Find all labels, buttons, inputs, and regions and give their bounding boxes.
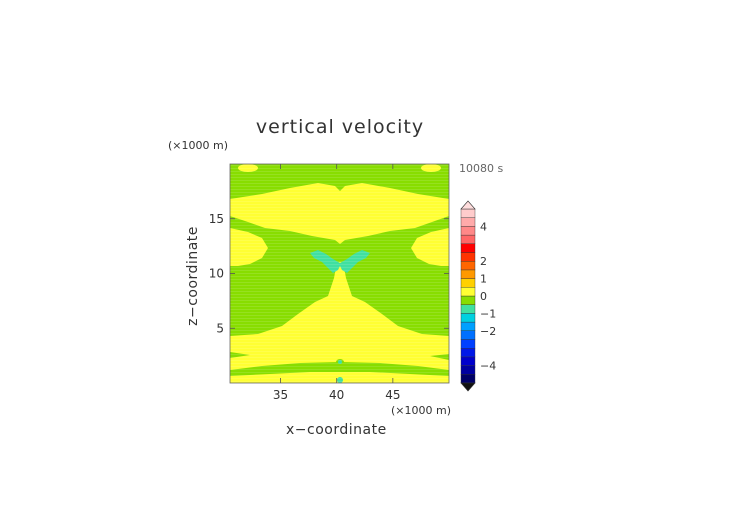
colorbar-tick-label: −1 xyxy=(480,307,496,320)
field-region-upper-band xyxy=(230,183,449,244)
x-axis-unit: (×1000 m) xyxy=(391,404,452,417)
y-axis-unit: (×1000 m) xyxy=(168,139,229,152)
colorbar: 4 2 1 0 −1 −2 −4 xyxy=(460,200,496,392)
field-region-lower-band xyxy=(230,362,449,376)
colorbar-swatch xyxy=(460,374,476,384)
field-near-zero-regions xyxy=(230,359,449,376)
colorbar-swatch xyxy=(460,339,476,349)
colorbar-swatch xyxy=(460,313,476,323)
colorbar-swatch xyxy=(460,295,476,305)
colorbar-swatch xyxy=(460,261,476,271)
field-scanlines xyxy=(230,165,449,382)
x-tick-label: 35 xyxy=(273,388,288,402)
colorbar-swatch xyxy=(460,252,476,262)
x-tick-label: 45 xyxy=(385,388,400,402)
colorbar-tick-label: 2 xyxy=(480,255,487,268)
colorbar-tick-label: 0 xyxy=(480,290,487,303)
colorbar-extend-min xyxy=(460,382,476,392)
x-axis-label: x−coordinate xyxy=(286,422,387,438)
field-region-left-lobe xyxy=(230,228,268,266)
colorbar-swatch xyxy=(460,208,476,218)
colorbar-swatch xyxy=(460,226,476,236)
chart-title: vertical velocity xyxy=(255,116,425,138)
colorbar-swatch xyxy=(460,348,476,358)
x-tick-label: 40 xyxy=(329,388,344,402)
colorbar-swatch xyxy=(460,269,476,279)
field-negative-regions xyxy=(310,250,370,383)
y-axis-ticks: 5 10 15 xyxy=(209,212,449,335)
colorbar-tick-label: 1 xyxy=(480,273,487,286)
colorbar-extend-max xyxy=(460,200,476,210)
field-positive-regions xyxy=(230,164,449,383)
colorbar-swatch xyxy=(460,330,476,340)
field-region-surface-spot xyxy=(337,377,343,383)
field-region-top-right-spot xyxy=(421,164,441,172)
x-axis-ticks: 35 40 45 xyxy=(273,164,400,402)
colorbar-swatch xyxy=(460,243,476,253)
colorbar-swatch xyxy=(460,356,476,366)
colorbar-tick-label: −2 xyxy=(480,325,496,338)
y-tick-label: 5 xyxy=(216,321,224,335)
field-region-lower xyxy=(230,262,449,383)
colorbar-swatch xyxy=(460,321,476,332)
field-region-mid-spot xyxy=(338,360,342,364)
contour-field xyxy=(230,164,449,383)
field-region-downdraft xyxy=(310,250,370,273)
colorbar-swatch xyxy=(460,234,476,245)
colorbar-swatch xyxy=(460,217,476,227)
field-region-right-lobe xyxy=(411,228,449,266)
colorbar-swatch xyxy=(460,287,476,297)
field-region-top-left-spot xyxy=(238,164,258,172)
colorbar-tick-label: −4 xyxy=(480,360,496,373)
colorbar-swatch xyxy=(460,365,476,375)
colorbar-swatch xyxy=(460,278,476,288)
time-label: 10080 s xyxy=(459,162,504,175)
colorbar-swatch xyxy=(460,304,476,314)
y-tick-label: 15 xyxy=(209,212,224,226)
y-tick-label: 10 xyxy=(209,267,224,281)
colorbar-tick-label: 4 xyxy=(480,220,487,233)
